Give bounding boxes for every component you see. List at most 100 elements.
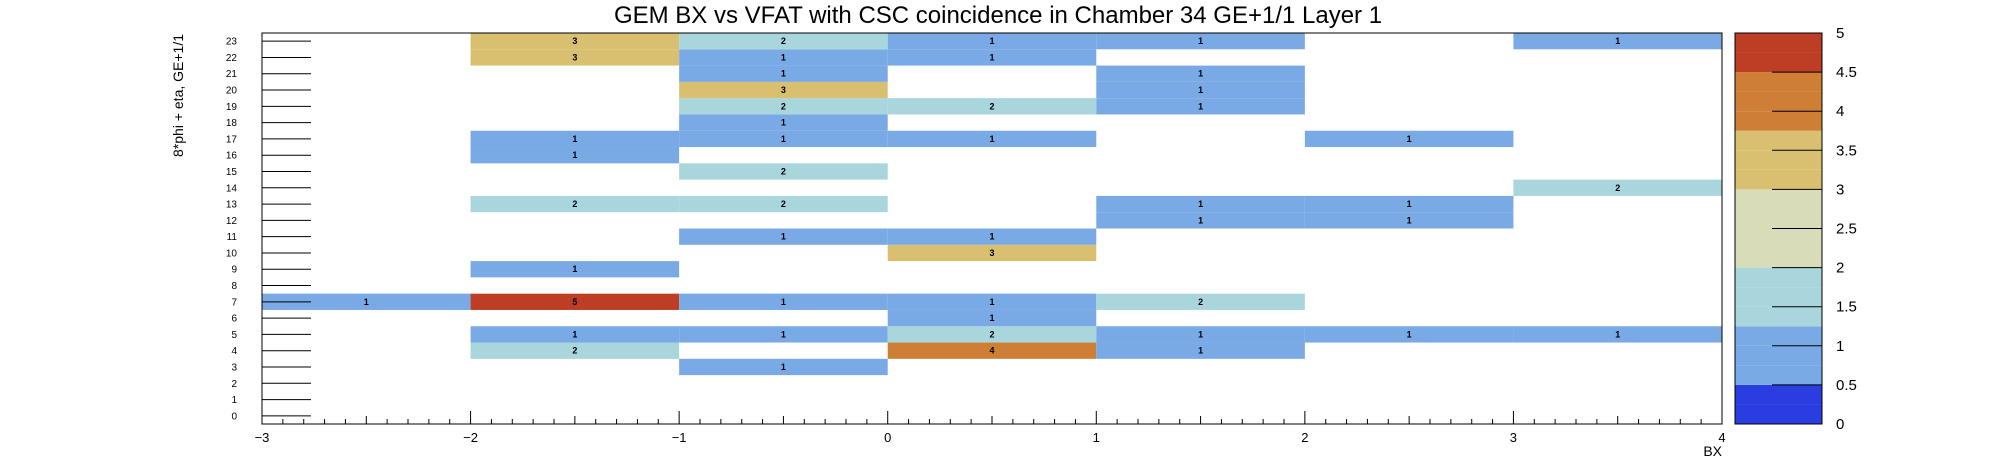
color-scale-band-19 [1735, 33, 1822, 53]
heatmap-cell-45 [1304, 130, 1514, 148]
x-axis-title: BX [1703, 443, 1722, 459]
y-tick-label-7: 7 [231, 297, 237, 308]
cell-value-38: 1 [1198, 101, 1203, 111]
color-scale-label-0: 0 [1836, 416, 1844, 433]
cell-value-3: 5 [572, 297, 577, 307]
color-scale-band-7 [1735, 267, 1822, 288]
cell-value-25: 1 [989, 313, 994, 323]
color-scale-band-13 [1735, 150, 1822, 170]
color-scale-label-4: 2 [1836, 260, 1844, 277]
y-tick-label-12: 12 [226, 216, 238, 227]
row-markers [262, 40, 311, 417]
cell-value-9: 3 [572, 36, 577, 46]
y-tick-label-1: 1 [231, 395, 237, 406]
y-tick-label-20: 20 [226, 86, 238, 97]
color-scale: 0 0.5 1 1.5 2 2.5 3 3.5 4 4.5 5 [1734, 25, 1857, 433]
cell-value-6: 1 [572, 150, 577, 160]
heatmap-cell-23 [887, 342, 1097, 359]
y-tick-label-11: 11 [227, 232, 238, 243]
heatmap-cell-46 [1513, 326, 1722, 343]
cell-value-19: 3 [781, 85, 786, 95]
heatmap-cell-17 [679, 114, 888, 131]
heatmap-cell-28 [887, 228, 1097, 245]
heatmap-cell-11 [679, 326, 888, 343]
heatmap-cell-25 [887, 309, 1097, 327]
color-scale-label-10: 5 [1836, 25, 1844, 42]
color-scale-label-2: 1 [1836, 338, 1844, 355]
heatmap-cell-42 [1304, 326, 1514, 343]
heatmap-cell-31 [887, 49, 1097, 66]
cell-value-30: 2 [989, 101, 994, 111]
cell-value-13: 1 [781, 232, 786, 242]
cell-value-1: 2 [572, 346, 577, 356]
color-scale-band-2 [1735, 365, 1822, 385]
heatmap-cell-5 [470, 195, 680, 213]
heatmap-cell-48 [1513, 33, 1722, 50]
cell-value-20: 1 [781, 69, 786, 79]
heatmap-cell-4 [470, 261, 680, 278]
heatmap-cell-9 [470, 33, 680, 50]
heatmap-cell-24 [887, 326, 1097, 343]
cell-value-0: 1 [364, 297, 369, 307]
y-tick-label-5: 5 [231, 330, 237, 341]
cell-value-4: 1 [572, 264, 577, 274]
cell-value-17: 1 [781, 118, 786, 128]
x-tick-label-4: 1 [1093, 430, 1100, 445]
cell-value-12: 1 [781, 297, 786, 307]
cell-value-28: 1 [989, 232, 994, 242]
heatmap-cell-21 [679, 49, 888, 66]
x-tick-label-5: 2 [1301, 430, 1308, 445]
color-scale-band-4 [1735, 326, 1822, 346]
heatmap-cell-2 [470, 326, 680, 343]
heatmap-cell-27 [887, 244, 1097, 262]
cell-value-40: 1 [1198, 69, 1203, 79]
heatmap-cell-16 [679, 130, 888, 148]
cell-value-5: 2 [572, 199, 577, 209]
y-tick-label-15: 15 [226, 167, 238, 178]
cell-value-39: 1 [1198, 85, 1203, 95]
heatmap-cell-13 [679, 228, 888, 245]
heatmap-cell-19 [679, 81, 888, 99]
x-tick-label-2: −1 [672, 430, 687, 445]
y-tick-label-3: 3 [231, 362, 237, 373]
x-tick-label-3: 0 [884, 430, 891, 445]
color-scale-label-7: 3.5 [1836, 142, 1857, 159]
heatmap-cell-38 [1096, 98, 1305, 115]
y-tick-label-6: 6 [231, 314, 237, 325]
cell-value-32: 1 [989, 36, 994, 46]
heatmap-cell-40 [1096, 65, 1305, 82]
color-scale-label-9: 4.5 [1836, 64, 1857, 81]
heatmap-cell-36 [1096, 212, 1305, 229]
color-scale-band-11 [1735, 189, 1822, 209]
y-tick-label-0: 0 [231, 411, 237, 422]
cell-value-43: 1 [1407, 215, 1412, 225]
heatmap-cell-14 [679, 195, 888, 213]
heatmap-cell-34 [1096, 326, 1305, 343]
color-scale-band-0 [1735, 404, 1822, 424]
color-scale-band-9 [1735, 228, 1822, 249]
cell-value-26: 1 [989, 297, 994, 307]
cell-value-24: 2 [989, 329, 994, 339]
heatmap-cell-33 [1096, 342, 1305, 359]
heatmap-cell-26 [887, 293, 1097, 310]
y-tick-label-8: 8 [231, 281, 237, 292]
cell-value-35: 2 [1198, 297, 1203, 307]
heatmap-cell-12 [679, 293, 888, 310]
cell-value-33: 1 [1198, 346, 1203, 356]
color-scale-label-3: 1.5 [1836, 299, 1857, 316]
y-tick-label-22: 22 [226, 53, 238, 64]
cell-value-23: 4 [989, 346, 994, 356]
heatmap-cell-37 [1096, 195, 1305, 213]
color-scale-band-12 [1735, 169, 1822, 190]
cell-value-16: 1 [781, 134, 786, 144]
heatmap-cell-39 [1096, 81, 1305, 99]
heatmap-cell-3 [470, 293, 680, 310]
x-axis: −3 −2 −1 0 1 2 3 4 [255, 411, 1726, 445]
cell-value-29: 1 [989, 134, 994, 144]
color-scale-band-16 [1735, 91, 1822, 112]
x-tick-label-1: −2 [463, 430, 478, 445]
y-tick-label-10: 10 [226, 248, 238, 259]
color-scale-label-8: 4 [1836, 103, 1844, 120]
cell-value-18: 2 [781, 101, 786, 111]
